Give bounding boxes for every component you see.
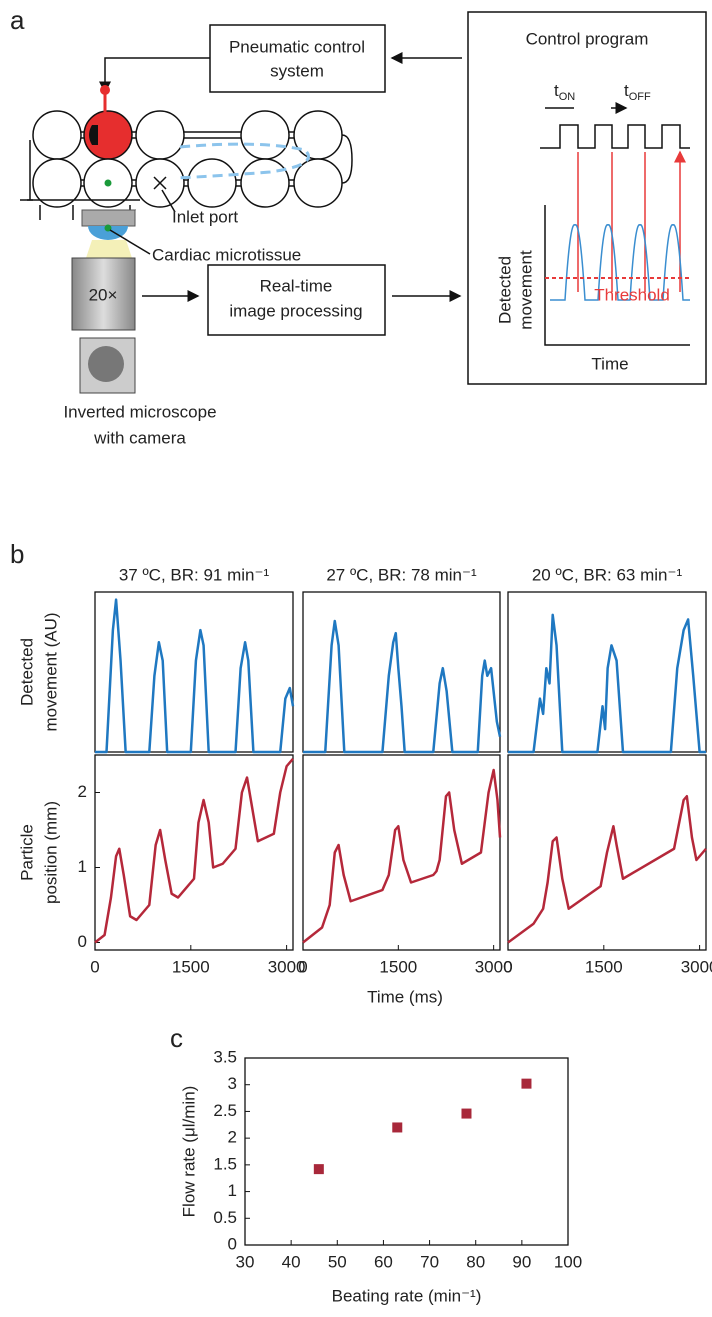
y-axis-label: movement (AU) bbox=[41, 612, 60, 731]
plot-frame bbox=[507, 754, 707, 951]
threshold-label: Threshold bbox=[594, 285, 670, 304]
plot-frame bbox=[94, 754, 294, 951]
chip bbox=[20, 85, 353, 220]
caption: Inverted microscope bbox=[63, 402, 216, 421]
y-tick-label: 0 bbox=[78, 932, 87, 951]
x-tick-label: 0 bbox=[503, 957, 512, 976]
control-box bbox=[467, 11, 707, 385]
point bbox=[461, 1108, 472, 1119]
line bbox=[303, 619, 502, 754]
y-tick-label: 0 bbox=[228, 1234, 237, 1253]
y-tick-label: 3.5 bbox=[213, 1047, 237, 1066]
leader bbox=[109, 229, 151, 255]
x-tick-label: 0 bbox=[298, 957, 307, 976]
square-wave bbox=[540, 124, 690, 149]
x-tick-label: 1500 bbox=[585, 957, 623, 976]
x-tick-label: 90 bbox=[512, 1252, 531, 1271]
point bbox=[392, 1122, 403, 1133]
trace bbox=[550, 224, 690, 301]
y-axis-label: position (mm) bbox=[41, 801, 60, 904]
sub: OFF bbox=[629, 91, 651, 103]
caption: with camera bbox=[93, 428, 186, 447]
x-tick-label: 50 bbox=[328, 1252, 347, 1271]
x-tick-label: 1500 bbox=[379, 957, 417, 976]
x-tick-label: 3000 bbox=[681, 957, 712, 976]
annotation: Cardiac microtissue bbox=[152, 245, 301, 264]
x-tick-label: 100 bbox=[554, 1252, 582, 1271]
point bbox=[521, 1078, 532, 1089]
y-axis-label: Detected bbox=[17, 638, 36, 706]
box-text: Real-time bbox=[260, 276, 333, 295]
y-tick-label: 1 bbox=[78, 857, 87, 876]
axis-label: Detected bbox=[495, 256, 514, 324]
axis-label: movement bbox=[516, 250, 535, 330]
box-text: image processing bbox=[229, 301, 362, 320]
x-tick-label: 1500 bbox=[172, 957, 210, 976]
line bbox=[95, 598, 295, 754]
trigger-arrows bbox=[577, 152, 680, 292]
t-on: tON bbox=[554, 81, 575, 102]
x-tick-label: 3000 bbox=[268, 957, 306, 976]
chart-title: 20 ºC, BR: 63 min⁻¹ bbox=[532, 565, 683, 584]
box-title: Control program bbox=[526, 29, 649, 48]
x-tick-label: 3000 bbox=[475, 957, 513, 976]
panel-label: a bbox=[10, 5, 25, 35]
y-tick-label: 1 bbox=[228, 1181, 237, 1200]
light bbox=[86, 240, 132, 258]
micro-blob bbox=[88, 346, 124, 382]
annotation: Inlet port bbox=[172, 207, 238, 226]
lens bbox=[88, 226, 128, 240]
t: t bbox=[554, 81, 559, 100]
chart-title: 37 ºC, BR: 91 min⁻¹ bbox=[119, 565, 270, 584]
y-axis-label: Particle bbox=[17, 824, 36, 881]
box-text: system bbox=[270, 61, 324, 80]
plot-frame bbox=[94, 591, 294, 753]
plot-frame bbox=[507, 591, 707, 753]
box bbox=[207, 264, 386, 336]
objective-label: 20× bbox=[89, 285, 118, 304]
y-tick-label: 2 bbox=[228, 1128, 237, 1147]
axes bbox=[544, 205, 690, 346]
x-tick-label: 0 bbox=[90, 957, 99, 976]
x-axis-label: Beating rate (min⁻¹) bbox=[332, 1286, 482, 1305]
y-tick-label: 2 bbox=[78, 782, 87, 801]
chart-title: 27 ºC, BR: 78 min⁻¹ bbox=[326, 565, 477, 584]
panel-label: c bbox=[170, 1023, 183, 1053]
y-tick-label: 2.5 bbox=[213, 1101, 237, 1120]
line bbox=[94, 757, 294, 944]
x-axis-label: Time (ms) bbox=[367, 987, 443, 1006]
box-text: Pneumatic control bbox=[229, 37, 365, 56]
plot-frame bbox=[302, 754, 501, 951]
microscope-body bbox=[71, 257, 136, 331]
y-tick-label: 1.5 bbox=[213, 1154, 237, 1173]
plot-frame bbox=[302, 591, 501, 753]
x-tick-label: 30 bbox=[236, 1252, 255, 1271]
line bbox=[507, 795, 707, 944]
arrow bbox=[99, 57, 210, 94]
line bbox=[508, 613, 706, 754]
line bbox=[302, 768, 502, 944]
panel-label: b bbox=[10, 539, 24, 569]
sub: ON bbox=[559, 91, 576, 103]
x-tick-label: 70 bbox=[420, 1252, 439, 1271]
y-tick-label: 3 bbox=[228, 1074, 237, 1093]
box bbox=[209, 24, 386, 93]
x-tick-label: 80 bbox=[466, 1252, 485, 1271]
x-tick-label: 40 bbox=[282, 1252, 301, 1271]
tissue bbox=[104, 224, 112, 232]
y-axis-label: Flow rate (μl/min) bbox=[179, 1086, 198, 1218]
point bbox=[313, 1164, 324, 1175]
objective-top bbox=[81, 209, 136, 227]
leader bbox=[161, 189, 176, 213]
panel-a: a Pneumatic control system Inlet port Ca… bbox=[10, 5, 707, 447]
y-tick-label: 0.5 bbox=[213, 1208, 237, 1227]
x-tick-label: 60 bbox=[374, 1252, 393, 1271]
plot-frame bbox=[244, 1057, 569, 1246]
axis-label: Time bbox=[591, 354, 628, 373]
t: t bbox=[624, 81, 629, 100]
